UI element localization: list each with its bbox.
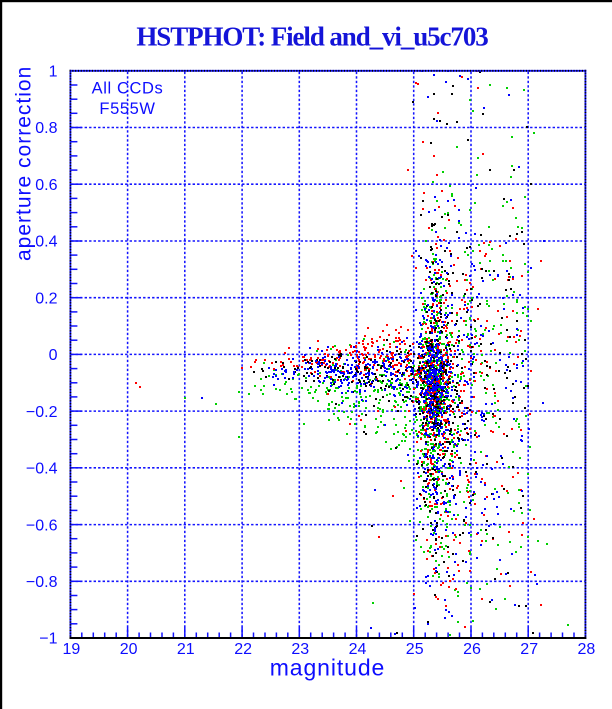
svg-text:0.2: 0.2 bbox=[35, 290, 57, 307]
svg-text:−0.6: −0.6 bbox=[26, 517, 58, 534]
svg-text:−0.4: −0.4 bbox=[26, 461, 58, 478]
svg-text:−1: −1 bbox=[39, 631, 57, 648]
svg-text:All CCDs: All CCDs bbox=[92, 80, 164, 98]
svg-text:F555W: F555W bbox=[99, 100, 155, 118]
svg-text:−0.2: −0.2 bbox=[26, 404, 58, 421]
svg-text:0.8: 0.8 bbox=[35, 120, 57, 137]
svg-text:23: 23 bbox=[291, 641, 309, 658]
svg-text:21: 21 bbox=[177, 641, 195, 658]
svg-text:22: 22 bbox=[234, 641, 252, 658]
svg-text:25: 25 bbox=[406, 641, 424, 658]
svg-text:19: 19 bbox=[63, 641, 81, 658]
svg-text:0.4: 0.4 bbox=[35, 234, 57, 251]
svg-text:HSTPHOT: Field and_vi_u5c703: HSTPHOT: Field and_vi_u5c703 bbox=[136, 22, 488, 52]
svg-text:26: 26 bbox=[463, 641, 481, 658]
svg-text:magnitude: magnitude bbox=[270, 655, 386, 681]
svg-text:0: 0 bbox=[49, 347, 58, 364]
svg-text:0.6: 0.6 bbox=[35, 177, 57, 194]
svg-text:−0.8: −0.8 bbox=[26, 574, 58, 591]
svg-text:20: 20 bbox=[120, 641, 138, 658]
svg-text:24: 24 bbox=[349, 641, 367, 658]
svg-text:aperture correction: aperture correction bbox=[13, 66, 36, 261]
svg-text:27: 27 bbox=[520, 641, 538, 658]
svg-text:28: 28 bbox=[578, 641, 596, 658]
svg-text:1: 1 bbox=[49, 64, 58, 81]
